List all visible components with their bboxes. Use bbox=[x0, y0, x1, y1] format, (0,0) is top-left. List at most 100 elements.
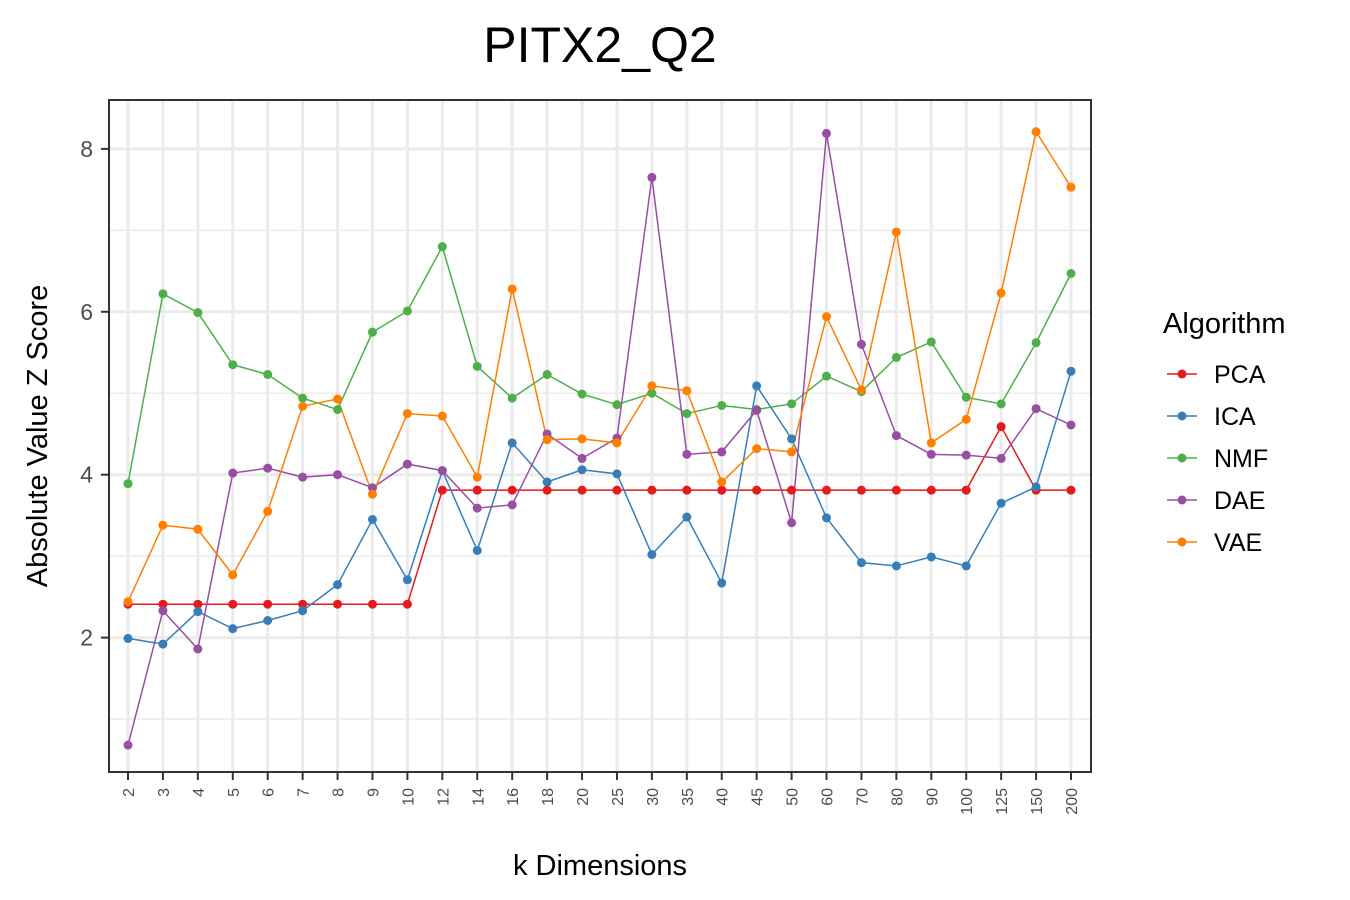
data-point-nmf bbox=[1031, 338, 1041, 348]
legend-label-ica: ICA bbox=[1214, 403, 1256, 431]
data-point-ica bbox=[752, 381, 762, 391]
data-point-vae bbox=[1066, 182, 1076, 192]
data-point-ica bbox=[856, 558, 866, 568]
legend-label-dae: DAE bbox=[1214, 487, 1265, 515]
data-point-pca bbox=[891, 485, 901, 495]
data-point-pca bbox=[158, 599, 168, 609]
x-tick-label: 12 bbox=[435, 788, 452, 806]
data-point-nmf bbox=[193, 308, 203, 318]
data-point-ica bbox=[926, 552, 936, 562]
data-point-nmf bbox=[507, 393, 517, 403]
series-line-nmf bbox=[127, 244, 1072, 484]
series-points bbox=[123, 127, 1076, 750]
x-tick-label: 90 bbox=[924, 788, 941, 806]
chart-title: PITX2_Q2 bbox=[483, 17, 716, 73]
data-point-ica bbox=[402, 575, 412, 585]
data-point-vae bbox=[612, 438, 622, 448]
x-tick-label: 60 bbox=[820, 788, 837, 806]
data-point-nmf bbox=[891, 352, 901, 362]
x-tick-label: 10 bbox=[400, 788, 417, 806]
data-point-ica bbox=[333, 580, 343, 590]
data-point-pca bbox=[717, 485, 727, 495]
data-point-vae bbox=[682, 386, 692, 396]
x-tick-label: 80 bbox=[889, 788, 906, 806]
data-point-vae bbox=[193, 524, 203, 534]
x-tick-label: 45 bbox=[750, 788, 767, 806]
data-point-ica bbox=[891, 561, 901, 571]
data-point-ica bbox=[1066, 366, 1076, 376]
x-axis: 2 3 4 5 6 7 8 9 10 12 14 16 18 20 25 30 35 40 45 50 60 70 80 90… bbox=[121, 772, 1081, 815]
data-point-dae bbox=[1031, 404, 1041, 414]
data-point-pca bbox=[542, 485, 552, 495]
data-point-vae bbox=[647, 381, 657, 391]
data-point-vae bbox=[437, 411, 447, 421]
data-point-nmf bbox=[542, 370, 552, 380]
data-point-ica bbox=[367, 514, 377, 524]
data-point-vae bbox=[961, 414, 971, 424]
data-point-ica bbox=[193, 607, 203, 617]
series-line-pca bbox=[128, 425, 1071, 605]
data-point-dae bbox=[1066, 420, 1076, 430]
legend-label-pca: PCA bbox=[1214, 361, 1266, 389]
data-point-pca bbox=[228, 599, 238, 609]
series-line-dae bbox=[127, 133, 1072, 746]
legend-key-point-ica bbox=[1177, 411, 1187, 421]
data-point-pca bbox=[577, 485, 587, 495]
y-axis-label: Absolute Value Z Score bbox=[22, 285, 54, 588]
y-axis: 2 4 6 8 bbox=[80, 136, 109, 651]
data-point-nmf bbox=[158, 289, 168, 299]
data-point-vae bbox=[472, 472, 482, 482]
x-tick-label: 16 bbox=[505, 788, 522, 806]
x-tick-label: 4 bbox=[191, 788, 208, 797]
data-point-dae bbox=[682, 449, 692, 459]
data-point-vae bbox=[298, 401, 308, 411]
data-point-vae bbox=[228, 570, 238, 580]
data-point-vae bbox=[717, 477, 727, 487]
data-point-ica bbox=[472, 545, 482, 555]
data-point-ica bbox=[787, 434, 797, 444]
data-point-dae bbox=[961, 450, 971, 460]
data-point-ica bbox=[228, 624, 238, 634]
data-point-vae bbox=[333, 394, 343, 404]
data-point-dae bbox=[193, 644, 203, 654]
data-point-dae bbox=[822, 128, 832, 138]
x-tick-label: 50 bbox=[785, 788, 802, 806]
data-point-nmf bbox=[682, 409, 692, 419]
data-point-nmf bbox=[926, 337, 936, 347]
plot-panel-border bbox=[108, 99, 1092, 773]
data-point-vae bbox=[856, 385, 866, 395]
data-point-nmf bbox=[577, 389, 587, 399]
data-point-pca bbox=[367, 599, 377, 609]
data-point-vae bbox=[507, 284, 517, 294]
data-point-nmf bbox=[1066, 268, 1076, 278]
data-point-ica bbox=[822, 513, 832, 523]
data-point-dae bbox=[717, 447, 727, 457]
data-point-pca bbox=[507, 485, 517, 495]
legend-key-point-nmf bbox=[1177, 453, 1187, 463]
data-point-pca bbox=[682, 485, 692, 495]
data-point-nmf bbox=[437, 242, 447, 252]
data-point-pca bbox=[437, 485, 447, 495]
data-point-ica bbox=[577, 465, 587, 475]
x-tick-label: 2 bbox=[121, 788, 138, 797]
data-point-vae bbox=[367, 489, 377, 499]
x-tick-label: 9 bbox=[365, 788, 382, 797]
data-point-pca bbox=[752, 485, 762, 495]
grid bbox=[109, 100, 1091, 772]
data-point-nmf bbox=[961, 392, 971, 402]
data-point-dae bbox=[577, 453, 587, 463]
data-point-vae bbox=[996, 288, 1006, 298]
series-line-vae bbox=[127, 129, 1072, 603]
data-point-vae bbox=[822, 312, 832, 322]
data-point-vae bbox=[926, 438, 936, 448]
data-point-ica bbox=[682, 512, 692, 522]
data-point-nmf bbox=[402, 306, 412, 316]
data-point-nmf bbox=[647, 388, 657, 398]
data-point-dae bbox=[926, 449, 936, 459]
x-tick-label: 150 bbox=[1029, 788, 1046, 815]
data-point-vae bbox=[402, 409, 412, 419]
data-point-nmf bbox=[717, 400, 727, 410]
data-point-nmf bbox=[996, 399, 1006, 409]
y-tick-label: 6 bbox=[80, 299, 93, 325]
